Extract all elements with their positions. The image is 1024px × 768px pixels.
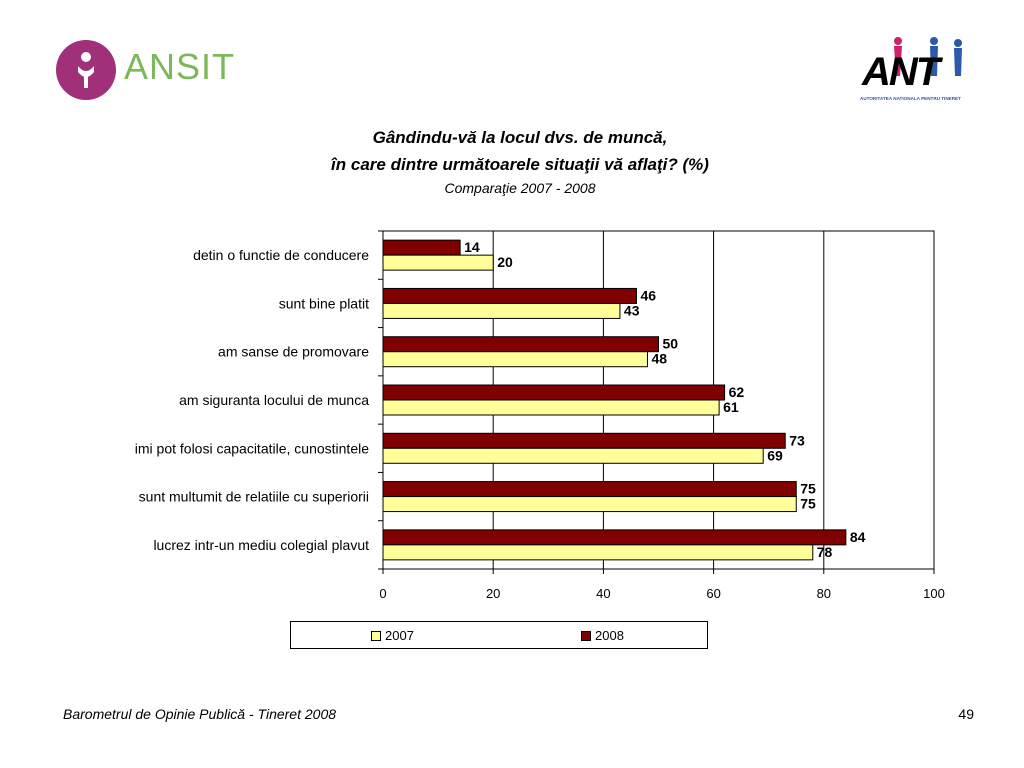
- bar-2007-5: [382, 496, 797, 513]
- ansit-logo-emblem-icon: [56, 40, 116, 100]
- ant-logo-text: ANT: [862, 50, 940, 94]
- chart-title-line-2: în care dintre următoarele situaţii vă a…: [331, 155, 709, 174]
- category-label-1: sunt bine platit: [279, 295, 369, 311]
- data-label-2007-0: 20: [497, 254, 513, 270]
- data-label-2007-4: 69: [767, 447, 783, 463]
- data-label-2007-1: 43: [624, 302, 640, 318]
- legend-swatch-2007: [371, 630, 381, 641]
- category-label-5: sunt multumit de relatiile cu superiorii: [139, 489, 369, 505]
- ansit-logo-text: ANSIT: [124, 46, 236, 87]
- bar-2008-5: [382, 481, 797, 498]
- ant-logo-tagline: AUTORITATEA NATIONALA PENTRU TINERET: [860, 96, 961, 101]
- category-label-6: lucrez intr-un mediu colegial plavut: [153, 537, 369, 553]
- person-figure-icon: [78, 52, 94, 88]
- category-label-2: am sanse de promovare: [218, 344, 369, 360]
- ant-logo-figures-icon: [894, 37, 962, 76]
- legend-label-2007: 2007: [385, 628, 414, 643]
- bar-2008-4: [382, 432, 786, 449]
- category-label-0: detin o functie de conducere: [193, 247, 369, 263]
- bar-2008-3: [382, 384, 726, 401]
- data-label-2008-2: 50: [663, 336, 679, 352]
- bar-2008-2: [382, 336, 659, 353]
- x-tick-label-0: 0: [379, 586, 386, 601]
- x-tick-label-3: 60: [706, 586, 720, 601]
- bar-2007-4: [382, 447, 764, 464]
- bar-2008-1: [382, 287, 637, 304]
- category-label-3: am siguranta locului de munca: [179, 392, 369, 408]
- x-tick-label-5: 100: [923, 586, 945, 601]
- page-number: 49: [958, 706, 974, 722]
- legend-item-2008: 2008: [581, 628, 624, 644]
- data-label-2007-6: 78: [817, 544, 833, 560]
- bar-2008-0: [382, 239, 461, 256]
- x-tick-label-4: 80: [817, 586, 831, 601]
- legend-item-2007: 2007: [371, 628, 414, 644]
- data-label-2007-3: 61: [723, 399, 739, 415]
- chart-legend: 2007 2008: [290, 621, 708, 649]
- legend-label-2008: 2008: [595, 628, 624, 643]
- footer-source: Barometrul de Opinie Publică - Tineret 2…: [63, 706, 337, 722]
- chart-subtitle: Comparaţie 2007 - 2008: [444, 180, 596, 196]
- bar-2007-6: [382, 544, 814, 561]
- ansit-logo: ANSIT: [56, 38, 234, 102]
- data-label-2008-0: 14: [464, 239, 480, 255]
- data-label-2007-2: 48: [651, 351, 667, 367]
- bar-2007-3: [382, 399, 720, 416]
- data-label-2008-1: 46: [640, 287, 656, 303]
- ant-logo: ANT AUTORITATEA NATIONALA PENTRU TINERET: [858, 36, 978, 110]
- data-label-2008-3: 62: [729, 384, 745, 400]
- chart-title: Gândindu-vă la locul dvs. de muncă,: [372, 128, 668, 147]
- data-label-2008-6: 84: [850, 529, 866, 545]
- bar-2007-0: [382, 254, 494, 271]
- data-label-2008-5: 75: [800, 481, 816, 497]
- data-label-2008-4: 73: [789, 432, 805, 448]
- data-label-2007-5: 75: [800, 496, 816, 512]
- x-tick-label-2: 40: [596, 586, 610, 601]
- legend-swatch-2008: [581, 630, 591, 641]
- category-label-4: imi pot folosi capacitatile, cunostintel…: [135, 440, 369, 456]
- bar-2007-1: [382, 302, 621, 319]
- x-tick-label-1: 20: [486, 586, 500, 601]
- bar-2007-2: [382, 351, 648, 368]
- chart-title-block: Gândindu-vă la locul dvs. de muncă, în c…: [0, 124, 1024, 198]
- bar-2008-6: [382, 529, 847, 546]
